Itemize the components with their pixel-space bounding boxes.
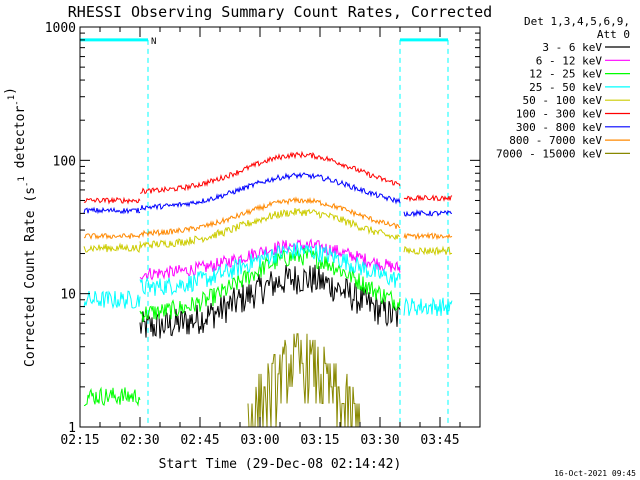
chart-title: RHESSI Observing Summary Count Rates, Co… (68, 3, 492, 21)
footer-timestamp: 16-Oct-2021 09:45 (554, 469, 636, 478)
x-tick-label: 03:15 (300, 433, 339, 448)
series-trace (139, 238, 401, 281)
series-trace (139, 247, 401, 323)
series-trace (83, 242, 141, 254)
series-50-100keV (83, 207, 453, 257)
series-trace (403, 231, 453, 241)
series-300-800keV (83, 172, 453, 218)
legend-label: 300 - 800 keV (516, 121, 602, 134)
legend-label: 25 - 50 keV (529, 81, 602, 94)
axes-layer: 02:15 02:30 02:45 03:00 03:15 03:30 03:45 1 10 10… (45, 21, 481, 448)
night-flag-label: N (151, 37, 156, 47)
series-100-300keV (83, 150, 453, 205)
x-tick-label: 02:15 (60, 433, 99, 448)
series-trace (139, 207, 401, 249)
series-trace (83, 196, 141, 205)
x-tick-label: 03:00 (240, 433, 279, 448)
series-trace (139, 242, 401, 296)
x-axis-label: Start Time (29-Dec-08 02:14:42) (159, 457, 402, 472)
series-trace (403, 209, 453, 218)
series-trace (403, 245, 453, 257)
legend-label: 800 - 7000 keV (509, 134, 602, 147)
y-tick-label: 1000 (45, 21, 76, 36)
series-trace (83, 386, 141, 407)
legend-label: 100 - 300 keV (516, 108, 602, 121)
series-7000-15000keV (247, 333, 361, 428)
series-trace (403, 296, 453, 316)
series-trace (247, 333, 361, 428)
flags-layer: N (79, 37, 449, 427)
series-trace (403, 194, 453, 203)
y-tick-label: 10 (60, 288, 76, 303)
legend-header-2: Att 0 (597, 28, 630, 41)
series-3-6keV (139, 264, 401, 339)
x-tick-label: 02:30 (120, 433, 159, 448)
series-6-12keV (139, 238, 401, 281)
legend-label: 50 - 100 keV (523, 94, 603, 107)
plot-area: N 02:15 02:30 02:45 03:00 03:15 03:30 03:45 1 10… (45, 21, 481, 448)
x-tick-label: 02:45 (180, 433, 219, 448)
series-layer (83, 150, 453, 428)
series-trace (83, 290, 141, 310)
legend-label: 6 - 12 keV (536, 54, 603, 67)
series-trace (83, 206, 141, 215)
legend-label: 3 - 6 keV (542, 41, 602, 54)
series-25-50keV (83, 242, 453, 316)
series-trace (83, 232, 141, 240)
x-tick-label: 03:45 (420, 433, 459, 448)
series-trace (139, 196, 401, 238)
series-12-25keV (83, 247, 401, 407)
y-tick-label: 1 (68, 421, 76, 436)
x-tick-label: 03:30 (360, 433, 399, 448)
y-axis-label: Corrected Count Rate (s-1 detector-1) (3, 87, 38, 367)
legend-label: 12 - 25 keV (529, 68, 602, 81)
legend-label: 7000 - 15000 keV (496, 147, 602, 160)
y-tick-label: 100 (53, 154, 76, 169)
series-800-7000keV (83, 196, 453, 241)
series-trace (140, 172, 401, 211)
series-trace (139, 264, 401, 339)
legend-header-1: Det 1,3,4,5,6,9, (524, 15, 630, 28)
series-trace (139, 150, 401, 195)
